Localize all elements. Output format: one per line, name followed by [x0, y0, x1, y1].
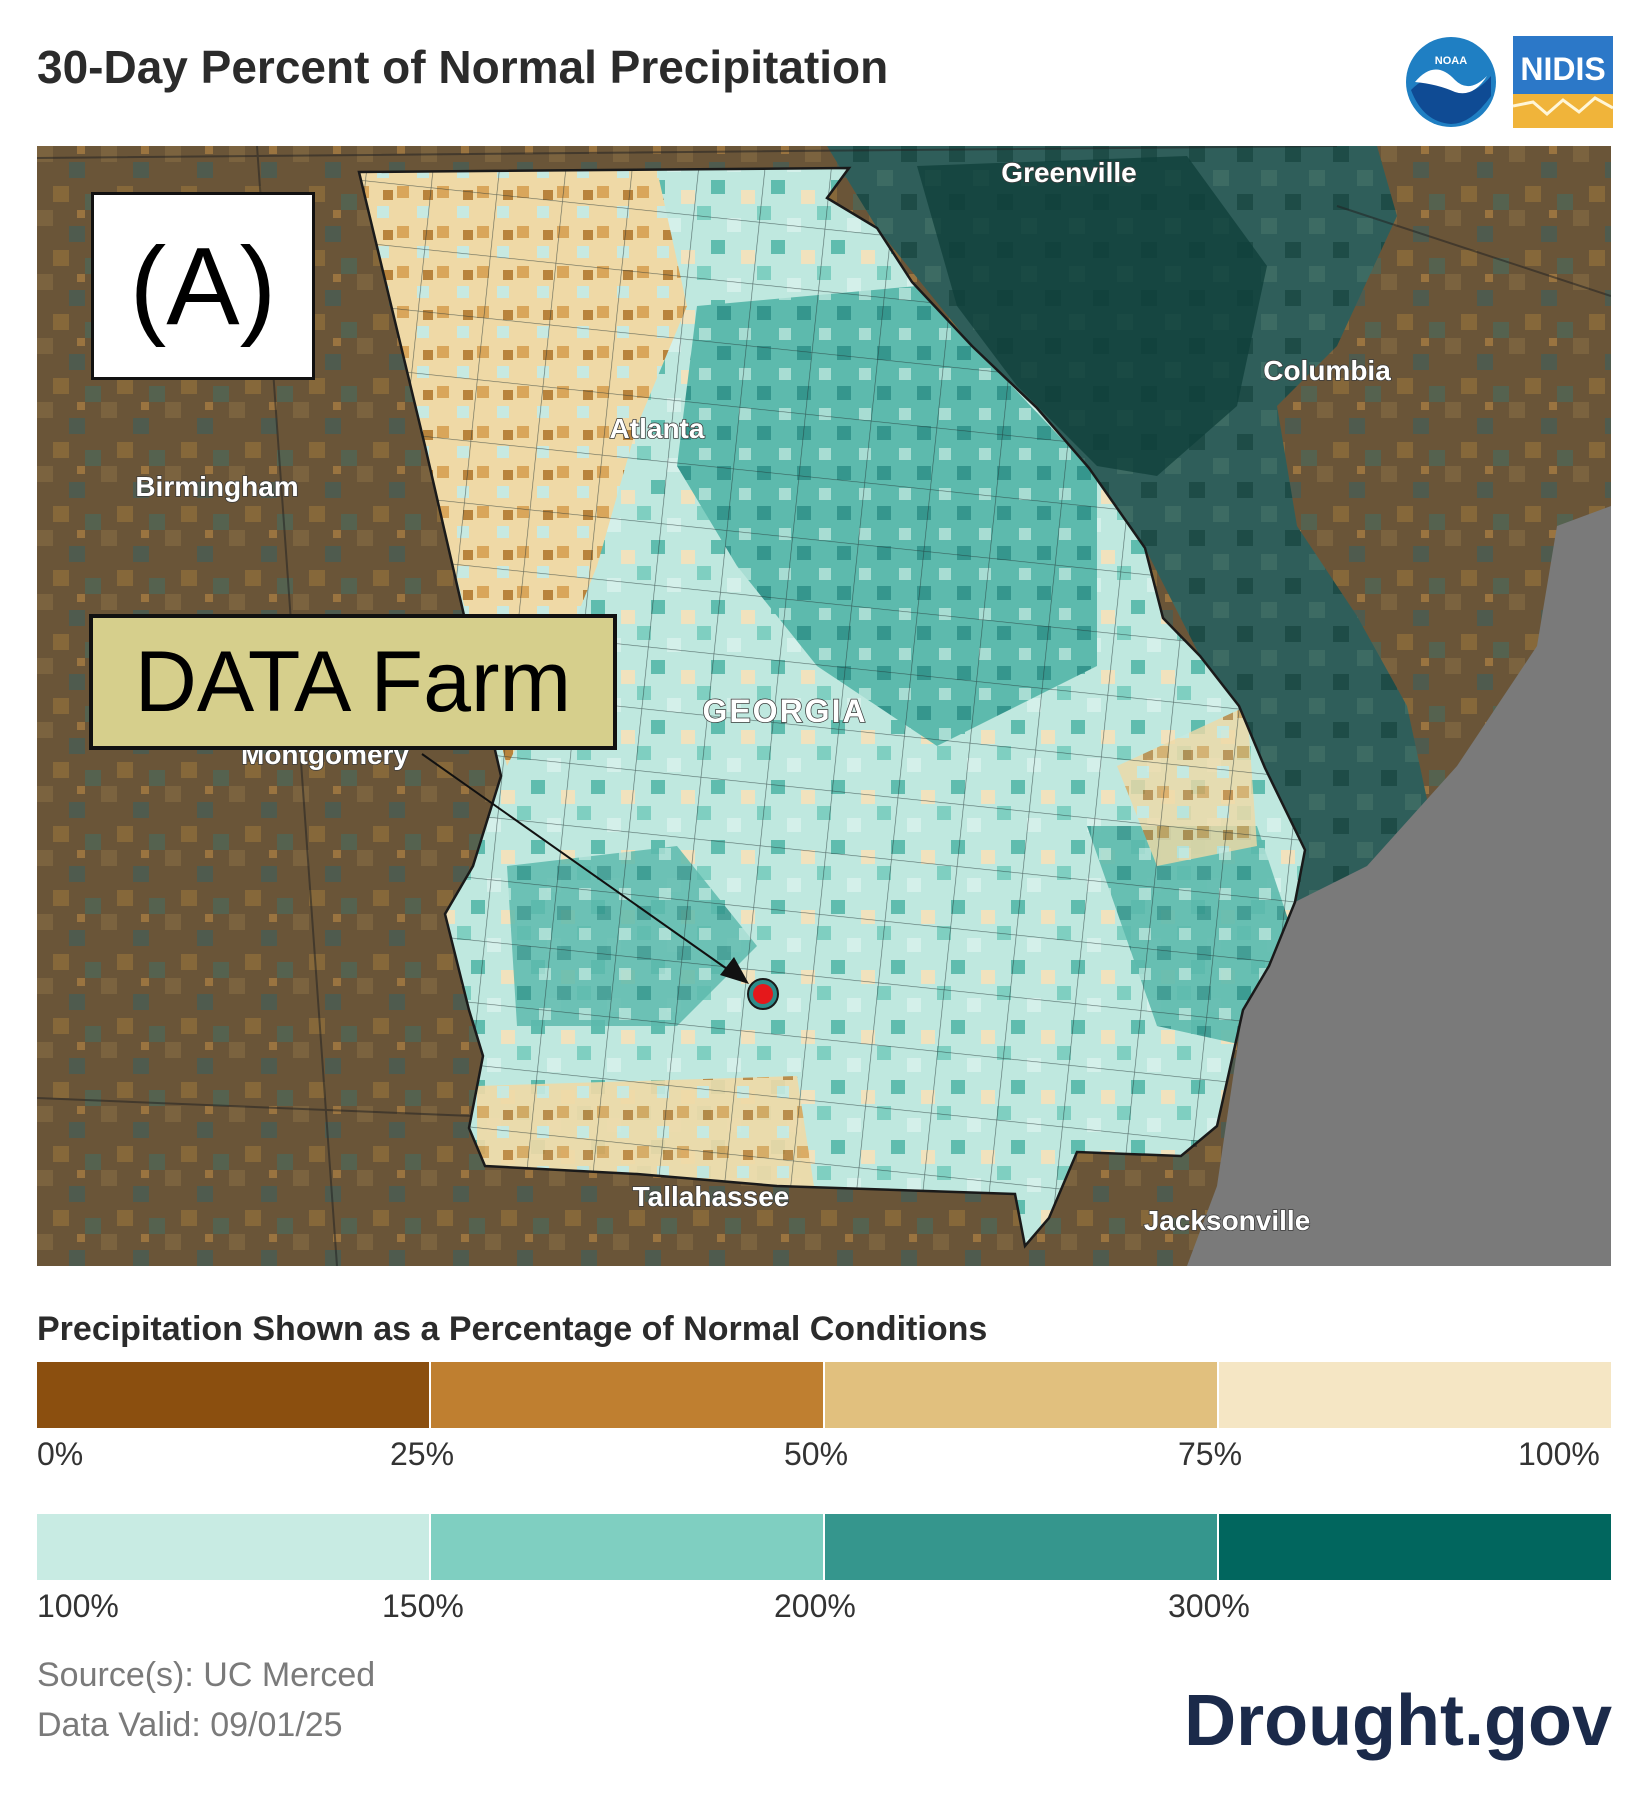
legend-swatch-wet-3	[1219, 1514, 1611, 1580]
nidis-logo-text: NIDIS	[1520, 51, 1605, 87]
legend-swatch-wet-0	[37, 1514, 431, 1580]
legend-tick: 25%	[390, 1436, 455, 1472]
city-label-atlanta: Atlanta	[610, 413, 705, 444]
legend-wet-bar	[37, 1514, 1611, 1580]
legend-swatch-dry-2	[825, 1362, 1219, 1428]
legend-tick: 75%	[1178, 1436, 1243, 1472]
farm-callout-label: DATA Farm	[89, 614, 617, 750]
page-title: 30-Day Percent of Normal Precipitation	[37, 41, 889, 93]
farm-marker[interactable]	[753, 984, 773, 1004]
precipitation-map[interactable]: Greenville Columbia Atlanta Birmingham M…	[37, 146, 1611, 1266]
data-valid-text: Data Valid: 09/01/25	[37, 1706, 343, 1744]
state-label-georgia: GEORGIA	[702, 693, 867, 729]
legend-swatch-dry-1	[431, 1362, 825, 1428]
legend-tick: 100%	[1518, 1436, 1600, 1472]
legend-tick: 100%	[37, 1588, 119, 1624]
callout-arrowhead	[720, 957, 749, 984]
source-info: Source(s): UC Merced Data Valid: 09/01/2…	[37, 1650, 375, 1750]
noaa-logo-text: NOAA	[1435, 55, 1467, 67]
legend-swatch-dry-3	[1219, 1362, 1611, 1428]
legend-swatch-wet-2	[825, 1514, 1219, 1580]
legend-swatch-dry-0	[37, 1362, 431, 1428]
city-label-greenville: Greenville	[1001, 157, 1136, 188]
city-label-columbia: Columbia	[1263, 355, 1391, 386]
legend-tick: 150%	[382, 1588, 464, 1624]
city-label-tallahassee: Tallahassee	[633, 1181, 790, 1212]
legend-dry-bar	[37, 1362, 1611, 1428]
source-text: Source(s): UC Merced	[37, 1656, 376, 1694]
city-label-jacksonville: Jacksonville	[1144, 1205, 1311, 1236]
panel-label: (A)	[91, 192, 315, 380]
nidis-logo: NIDIS	[1512, 36, 1614, 128]
callout-arrow	[421, 753, 738, 977]
legend-tick: 0%	[37, 1436, 84, 1472]
city-label-birmingham: Birmingham	[135, 471, 298, 502]
legend-swatch-wet-1	[431, 1514, 825, 1580]
legend-title: Precipitation Shown as a Percentage of N…	[37, 1310, 988, 1348]
legend-tick: 200%	[774, 1588, 856, 1624]
noaa-logo: NOAA	[1405, 36, 1497, 128]
drought-gov-logo[interactable]: Drought.gov	[1184, 1681, 1612, 1761]
legend-tick: 50%	[784, 1436, 849, 1472]
legend-tick: 300%	[1168, 1588, 1250, 1624]
